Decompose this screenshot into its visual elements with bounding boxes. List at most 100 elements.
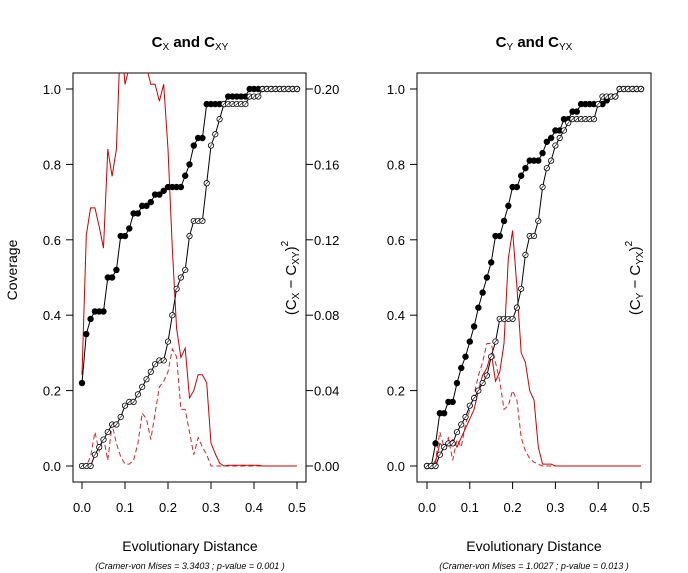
data-point-open-slash [286, 87, 291, 91]
data-point-filled [453, 379, 461, 387]
data-point-open-slash [583, 117, 587, 121]
data-point-open-slash [131, 400, 136, 404]
data-point-filled [432, 440, 439, 447]
data-point-open-slash [217, 117, 222, 121]
x-tick-label: 0.0 [418, 500, 436, 515]
data-point-open-slash [451, 441, 455, 446]
data-point-open-slash [528, 234, 532, 238]
y-axis-label: Coverage [4, 239, 20, 300]
data-point-open-slash [438, 452, 442, 457]
data-point-filled [479, 289, 486, 296]
data-point-open-slash [463, 415, 468, 419]
test-statistic-note: (Cramer-von Mises = 1.0027 ; p-value = 0… [439, 561, 628, 571]
data-point-open-slash [295, 87, 299, 91]
y-tick-label: 0.0 [43, 459, 61, 474]
data-point-open-slash [256, 94, 260, 99]
data-point-filled [190, 142, 198, 149]
data-point-open-slash [213, 132, 217, 137]
data-point-open-slash [209, 143, 213, 148]
data-point-filled [466, 338, 473, 345]
data-point-filled [108, 274, 116, 281]
data-point-open-slash [278, 87, 282, 91]
data-point-open-slash [119, 415, 123, 419]
data-point-open-slash [149, 369, 153, 374]
data-point-open-slash [265, 87, 269, 91]
data-point-filled [547, 134, 555, 142]
y2-tick-label: 0.08 [314, 308, 339, 323]
data-point-open-slash [506, 317, 510, 321]
data-point-filled [517, 172, 525, 179]
data-point-open-slash [532, 234, 536, 238]
y2-tick-label: 0.04 [314, 384, 339, 399]
series-line-dashed-reference [427, 343, 641, 467]
data-point-open-slash [226, 102, 230, 106]
data-point-filled [539, 149, 546, 157]
data-point-filled [100, 308, 107, 315]
data-point-open-slash [562, 128, 566, 133]
series-line-c-yx [427, 88, 641, 467]
x-tick-label: 0.2 [504, 500, 522, 515]
data-point-filled [182, 172, 189, 179]
data-point-open-slash [425, 464, 429, 468]
data-point-open-slash [157, 358, 162, 363]
data-point-open-slash [536, 219, 540, 223]
data-point-open-slash [498, 317, 502, 321]
data-point-open-slash [472, 396, 476, 400]
data-point-open-slash [617, 87, 622, 91]
y2-tick-label: 0.12 [314, 233, 339, 248]
data-point-open-slash [519, 287, 523, 291]
data-point-open-slash [626, 87, 630, 91]
y-tick-label: 0.4 [387, 308, 405, 323]
y-axis: 0.0 0.2 0.4 0.6 0.8 1.0 [43, 82, 73, 474]
data-point-open-slash [114, 422, 119, 427]
data-point-filled [143, 202, 150, 210]
data-point-open-slash [600, 94, 605, 99]
data-point-open-slash [588, 117, 592, 121]
data-point-filled [505, 202, 512, 210]
data-point-open-slash [630, 87, 635, 91]
panel-title: CX and CXY [152, 34, 229, 53]
panel-title: CY and CYX [496, 34, 573, 53]
y2-axis-label: (CX − CXY)2 [280, 240, 302, 315]
data-point-open-slash [136, 392, 140, 397]
data-point-open-slash [200, 219, 205, 223]
data-point-open-slash [97, 445, 101, 449]
data-point-open-slash [235, 102, 239, 106]
data-point-open-slash [127, 400, 131, 404]
data-point-open-slash [468, 403, 472, 408]
data-point-filled [522, 164, 529, 172]
data-point-open-slash [429, 464, 433, 468]
data-point-open-slash [613, 94, 617, 99]
y-tick-label: 0.2 [387, 384, 405, 399]
data-point-open-slash [459, 422, 463, 427]
data-point-open-slash [540, 185, 545, 189]
y-axis: 0.0 0.2 0.4 0.6 0.8 1.0 [387, 82, 417, 474]
y-tick-label: 0.4 [43, 308, 61, 323]
data-point-filled [121, 232, 129, 240]
data-point-open-slash [596, 102, 600, 106]
data-point-filled [483, 274, 491, 281]
data-point-open-slash [101, 437, 106, 442]
data-point-filled [78, 379, 86, 387]
plot-area [423, 85, 645, 470]
panel-cy-cyx: CY and CYX 0.0 0.1 0.2 0.3 0.4 0.5 0.00.20.40… [387, 34, 652, 571]
x-tick-label: 0.4 [589, 500, 607, 515]
data-point-open-slash [570, 117, 575, 121]
data-point-open-slash [110, 422, 114, 427]
series-line-c-y [427, 88, 641, 467]
series-group [423, 85, 645, 470]
data-point-open-slash [192, 219, 196, 223]
data-point-open-slash [549, 158, 553, 163]
data-point-open-slash [243, 102, 248, 106]
x-tick-label: 0.5 [288, 500, 306, 515]
y2-axis-label: (CY − CYX)2 [624, 240, 646, 315]
x-tick-label: 0.1 [461, 500, 479, 515]
y2-tick-label: 0.20 [314, 82, 339, 97]
data-point-open-slash [273, 87, 278, 91]
data-point-open-slash [510, 317, 515, 321]
data-point-filled [199, 134, 206, 142]
data-point-open-slash [239, 102, 243, 106]
data-point-filled [156, 191, 163, 198]
panel-cx-cxy: CX and CXY 0.0 0.1 0.2 0.3 0.4 0.5 0.00.20.40… [4, 34, 339, 571]
